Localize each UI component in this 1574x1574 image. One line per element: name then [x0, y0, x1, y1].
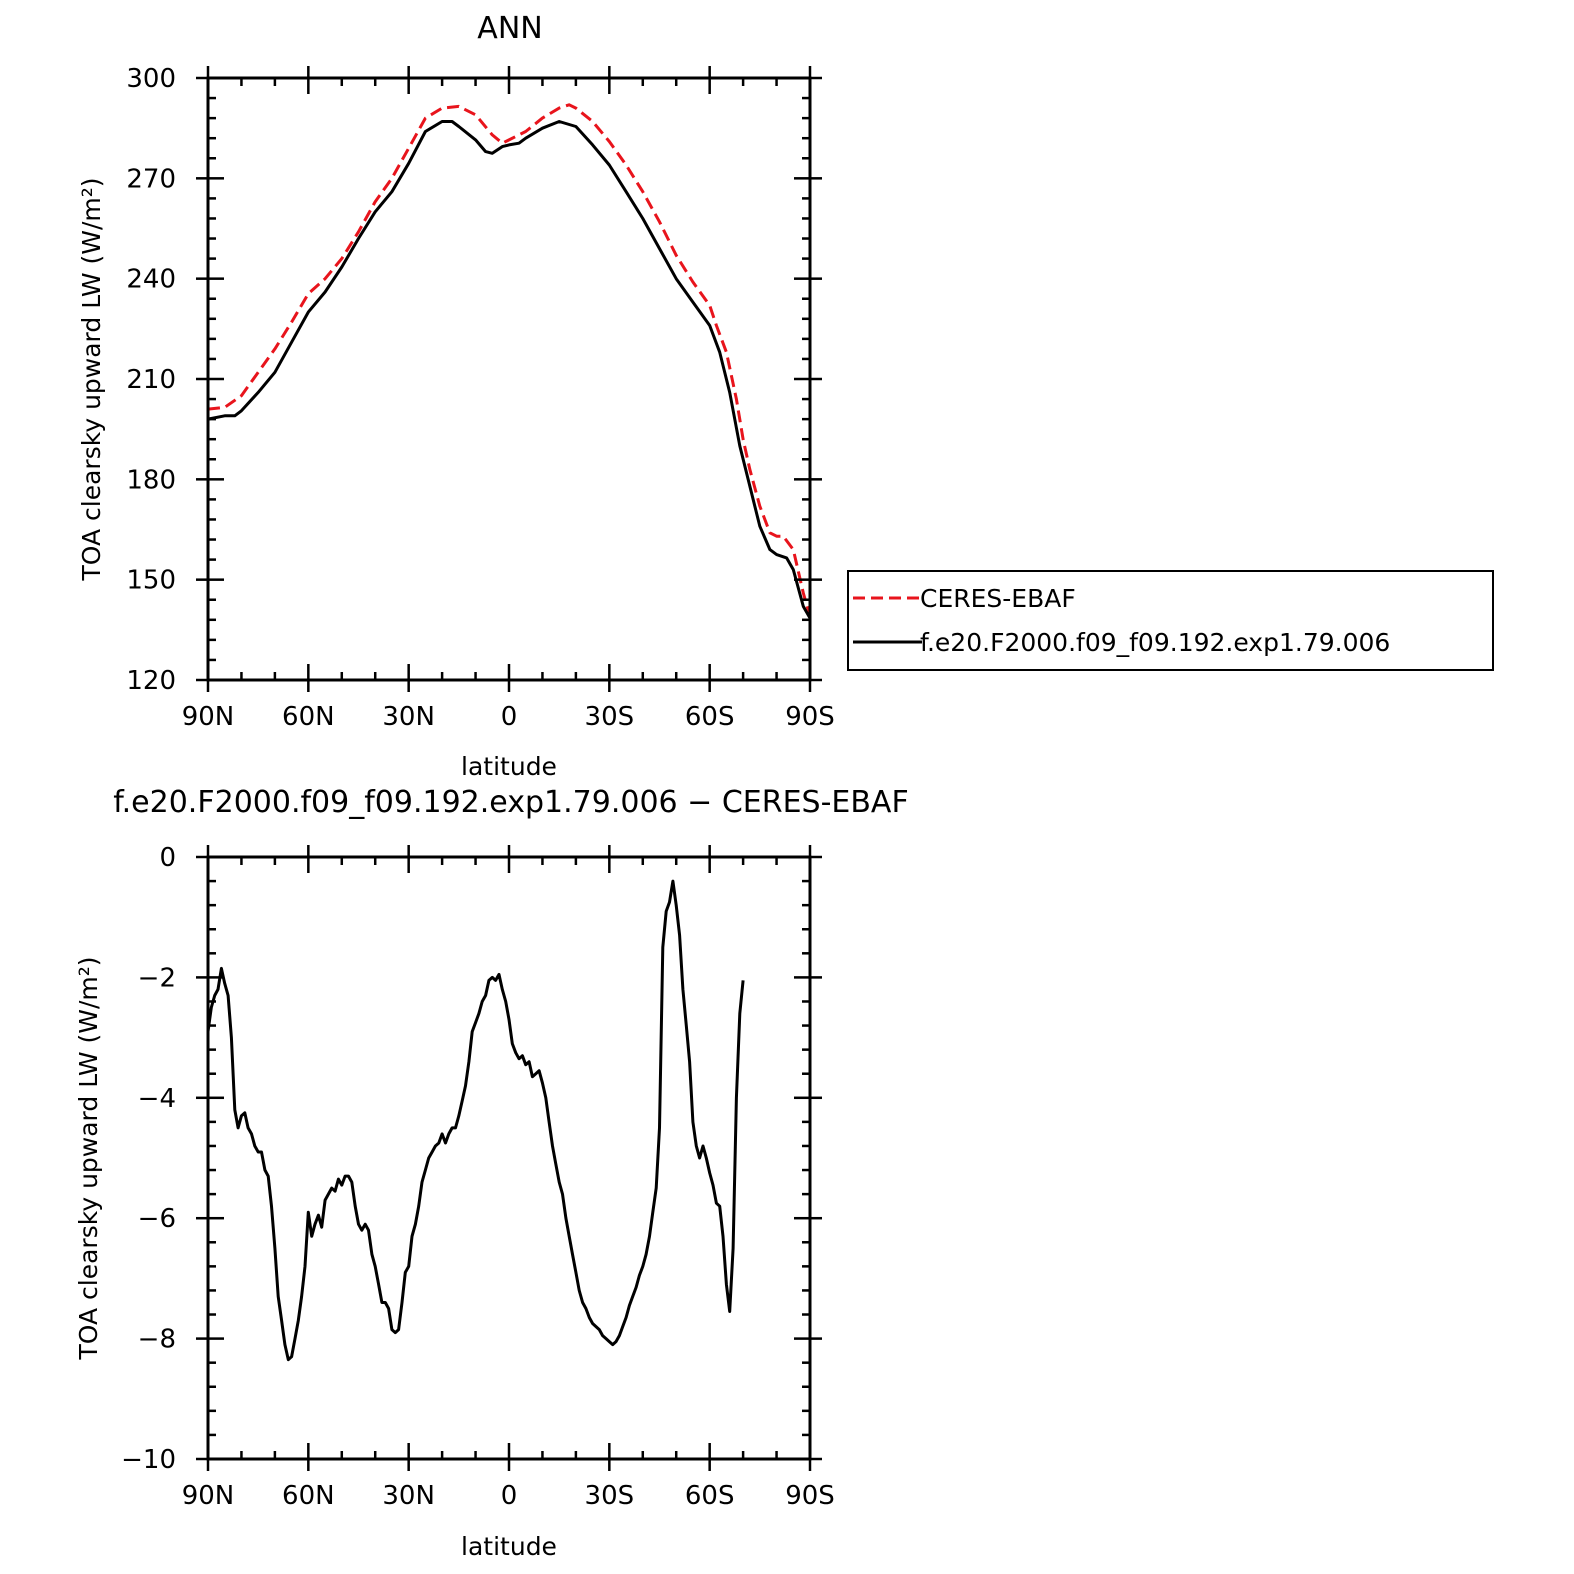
bottom-y-tick-label: 0 — [159, 843, 176, 873]
bottom-y-tick-label: −6 — [138, 1204, 176, 1234]
legend-label-ceres-ebaf: CERES-EBAF — [920, 584, 1076, 613]
bottom-y-tick-label: −4 — [138, 1084, 176, 1114]
bottom-x-tick-label: 60N — [282, 1481, 335, 1511]
top-y-tick-label: 150 — [126, 566, 176, 596]
bottom-plot-ticks: 90N 60N 30N 0 30S 60S 90S 0 −2 −4 −6 −8 −10 — [121, 843, 835, 1511]
top-y-tick-label: 180 — [126, 465, 176, 495]
top-x-tick-label: 90N — [182, 702, 235, 732]
top-plot: ANN 90N 60N 30N 0 30S 60S 90S 120 150 180 210 240 27… — [77, 11, 835, 781]
top-plot-y-axis-label: TOA clearsky upward LW (W/m²) — [77, 177, 106, 581]
top-plot-frame — [206, 76, 812, 682]
top-y-tick-label: 300 — [126, 64, 176, 94]
legend: CERES-EBAF f.e20.F2000.f09_f09.192.exp1.… — [847, 570, 1494, 671]
top-y-tick-label: 120 — [126, 666, 176, 696]
bottom-plot-title: f.e20.F2000.f09_f09.192.exp1.79.006 − CE… — [113, 785, 908, 820]
bottom-x-tick-label: 90S — [785, 1481, 835, 1511]
top-y-tick-label: 270 — [126, 164, 176, 194]
bottom-plot-frame — [206, 855, 812, 1461]
legend-box — [847, 570, 1494, 671]
top-y-tick-label: 240 — [126, 265, 176, 295]
top-x-tick-label: 60N — [282, 702, 335, 732]
bottom-plot-x-axis-label: latitude — [461, 1532, 557, 1561]
top-plot-x-axis-label: latitude — [461, 752, 557, 781]
bottom-x-tick-label: 60S — [685, 1481, 735, 1511]
top-plot-title: ANN — [477, 11, 542, 46]
legend-label-model: f.e20.F2000.f09_f09.192.exp1.79.006 — [920, 628, 1390, 657]
top-series-line-1 — [207, 120, 812, 619]
bottom-y-tick-label: −10 — [121, 1445, 176, 1475]
top-x-tick-label: 90S — [785, 702, 835, 732]
top-plot-ticks: 90N 60N 30N 0 30S 60S 90S 120 150 180 210 240 270 300 — [126, 64, 834, 732]
bottom-y-tick-label: −2 — [138, 963, 176, 993]
bottom-x-tick-label: 30N — [382, 1481, 435, 1511]
bottom-plot-marks — [206, 879, 745, 1362]
top-plot-marks — [207, 103, 812, 619]
top-x-tick-label: 60S — [685, 702, 735, 732]
bottom-x-tick-label: 30S — [585, 1481, 635, 1511]
top-y-tick-label: 210 — [126, 365, 176, 395]
top-series-line-0 — [207, 103, 812, 617]
bottom-x-tick-label: 90N — [182, 1481, 235, 1511]
top-x-tick-label: 30S — [585, 702, 635, 732]
bottom-x-tick-label: 0 — [501, 1481, 518, 1511]
top-x-tick-label: 0 — [501, 702, 518, 732]
top-x-tick-label: 30N — [382, 702, 435, 732]
bottom-plot-y-axis-label: TOA clearsky upward LW (W/m²) — [74, 956, 103, 1360]
bottom-series-line-0 — [206, 879, 745, 1362]
bottom-y-tick-label: −8 — [138, 1325, 176, 1355]
bottom-plot: f.e20.F2000.f09_f09.192.exp1.79.006 − CE… — [74, 785, 909, 1561]
